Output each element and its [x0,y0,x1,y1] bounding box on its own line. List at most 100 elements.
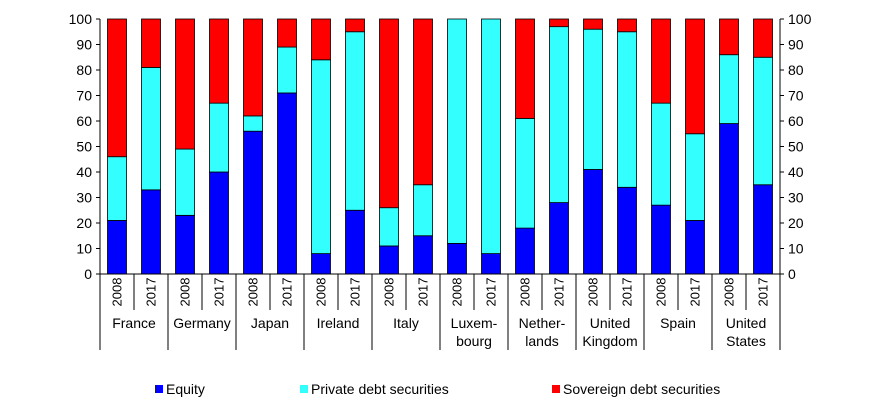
year-label: 2008 [110,278,125,307]
country-label: Kingdom [582,333,637,349]
y-tick-label-right: 60 [788,113,804,129]
bar-sovereign [583,18,603,30]
country-label: Nether- [519,315,566,331]
bar-sovereign [685,18,705,135]
bar-sovereign [243,18,263,117]
country-label: Spain [660,315,696,331]
bar-private [107,156,127,221]
legend-private-label: Private debt securities [311,381,449,397]
bar-sovereign [311,18,331,61]
bar-sovereign [549,18,569,28]
country-label: Italy [393,315,419,331]
bar-private [719,54,739,124]
year-label: 2008 [586,278,601,307]
y-tick-label-right: 80 [788,62,804,78]
country-label: Ireland [317,315,360,331]
bar-equity [311,253,331,275]
year-label: 2017 [756,278,771,307]
country-label: France [112,315,156,331]
bar-equity [719,123,739,275]
year-label: 2008 [382,278,397,307]
bar-private [379,207,399,247]
bar-private [753,56,773,186]
bar-equity [277,92,297,275]
year-label: 2008 [246,278,261,307]
year-label: 2008 [518,278,533,307]
bar-sovereign [719,18,739,56]
country-label: States [726,333,766,349]
bar-private [481,18,501,255]
y-tick-label-left: 10 [76,241,92,257]
country-label: Japan [251,315,289,331]
bar-equity [617,186,637,275]
bar-equity [515,227,535,275]
bar-sovereign [277,18,297,48]
country-label: Germany [173,315,231,331]
year-label: 2017 [552,278,567,307]
bar-private [447,18,467,244]
bar-private [617,31,637,188]
bar-private [549,26,569,203]
legend-private: Private debt securities [300,380,449,398]
bar-private [515,118,535,229]
year-label: 2017 [620,278,635,307]
country-label: bourg [456,333,492,349]
y-tick-label-right: 0 [788,266,796,282]
bar-private [345,31,365,211]
bar-equity [243,130,263,275]
y-tick-label-right: 30 [788,190,804,206]
y-tick-label-left: 60 [76,113,92,129]
bar-equity [583,169,603,275]
bar-equity [107,220,127,275]
bar-sovereign [413,18,433,186]
year-label: 2017 [144,278,159,307]
bar-sovereign [515,18,535,119]
bar-private [583,28,603,170]
country-label: lands [525,333,558,349]
private-swatch [300,385,308,393]
y-tick-label-right: 90 [788,37,804,53]
bar-private [277,46,297,94]
country-label: United [590,315,630,331]
year-label: 2017 [484,278,499,307]
bar-private [243,115,263,132]
bar-equity [345,209,365,275]
bar-equity [379,245,399,275]
year-label: 2017 [416,278,431,307]
country-label: United [726,315,766,331]
y-tick-label-left: 40 [76,164,92,180]
bar-private [141,67,161,191]
y-tick-label-left: 30 [76,190,92,206]
bar-sovereign [753,18,773,58]
year-label: 2008 [654,278,669,307]
bar-equity [685,220,705,275]
year-label: 2017 [280,278,295,307]
bar-private [651,102,671,206]
country-label: Luxem- [451,315,498,331]
y-tick-label-left: 90 [76,37,92,53]
year-label: 2008 [314,278,329,307]
bar-sovereign [379,18,399,209]
y-tick-label-right: 70 [788,88,804,104]
year-label: 2008 [722,278,737,307]
bar-equity [481,253,501,275]
bar-private [209,102,229,173]
bar-sovereign [209,18,229,104]
bar-equity [209,171,229,275]
bar-private [685,133,705,221]
y-tick-label-right: 10 [788,241,804,257]
year-label: 2017 [348,278,363,307]
legend-equity-label: Equity [166,381,205,397]
bar-equity [753,184,773,275]
year-label: 2017 [212,278,227,307]
bar-equity [413,235,433,275]
y-tick-label-right: 100 [788,11,812,27]
year-label: 2008 [178,278,193,307]
y-tick-label-left: 80 [76,62,92,78]
legend-equity: Equity [155,380,205,398]
legend-sovereign: Sovereign debt securities [552,380,720,398]
bar-equity [447,242,467,275]
bar-equity [141,189,161,275]
y-tick-label-right: 50 [788,139,804,155]
bar-sovereign [617,18,637,33]
